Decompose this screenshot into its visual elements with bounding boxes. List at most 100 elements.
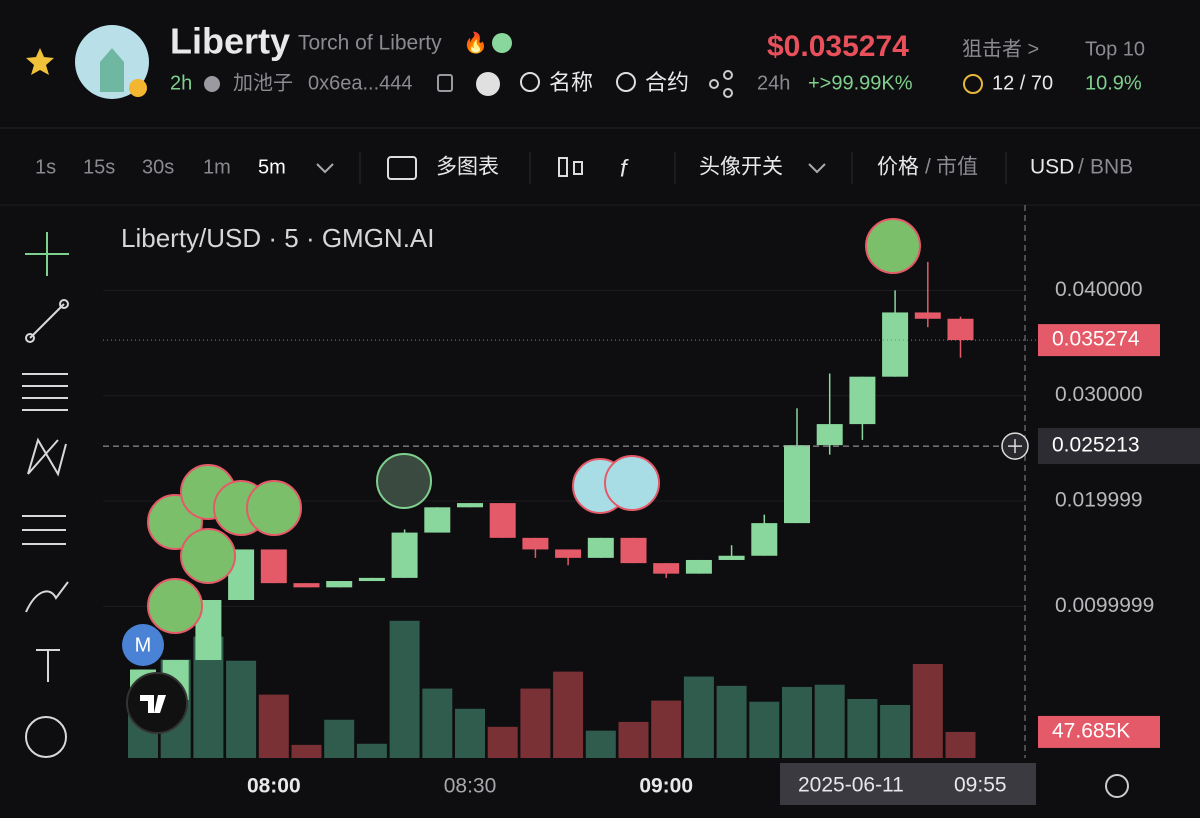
search-icon[interactable] <box>616 72 636 92</box>
search-name[interactable]: 名称 <box>549 70 593 95</box>
x-tick-label: 08:00 <box>247 775 301 798</box>
market-cap-toggle[interactable]: 市值 <box>936 156 978 179</box>
token-full-name: Torch of Liberty <box>298 32 442 55</box>
candle-body <box>326 581 353 588</box>
settings-icon[interactable] <box>1105 774 1129 798</box>
indicator-icon[interactable]: f <box>620 155 629 182</box>
price: $0.035274 <box>767 30 909 63</box>
drawing-tools[interactable] <box>22 232 69 758</box>
volume-bar <box>422 688 453 758</box>
chain-badge <box>129 79 147 97</box>
crosshair-time: 09:55 <box>954 774 1007 797</box>
volume-bar <box>716 685 747 758</box>
separator-text: / <box>1078 156 1084 179</box>
trade-avatar <box>865 218 921 274</box>
candle-body <box>424 507 451 533</box>
plus <box>1008 439 1022 454</box>
bnb-toggle[interactable]: BNB <box>1090 156 1133 179</box>
fire-icon: 🔥 <box>463 30 488 54</box>
candle-body <box>653 563 680 574</box>
volume-bar <box>782 686 812 758</box>
y-tick-label: 0.019999 <box>1055 489 1143 512</box>
interval[interactable]: 1m <box>203 156 231 178</box>
top10-label: Top 10 <box>1085 38 1145 60</box>
volume-bar <box>945 731 976 758</box>
interval[interactable]: 15s <box>83 156 115 178</box>
volume-bar <box>749 701 780 758</box>
trade-avatar <box>604 455 660 511</box>
volume-bar <box>651 700 682 758</box>
search-contract[interactable]: 合约 <box>645 70 689 95</box>
search-icon[interactable] <box>520 72 540 92</box>
snipers-label[interactable]: 狙击者 > <box>962 37 1039 60</box>
crosshair-price: 0.025213 <box>1052 434 1140 457</box>
usd-toggle[interactable]: USD <box>1030 156 1074 179</box>
candle-body <box>260 549 287 584</box>
candle-body <box>947 318 974 341</box>
hand-icon <box>492 33 512 53</box>
chart-title: Liberty/USD · 5 · GMGN.AI <box>121 223 435 253</box>
candle-body <box>620 537 647 564</box>
multi-chart-icon[interactable] <box>387 156 417 180</box>
price-toggle[interactable]: 价格 <box>877 156 919 179</box>
interval[interactable]: 30s <box>142 156 174 178</box>
candle-body <box>587 537 614 558</box>
volume-bar <box>585 730 616 758</box>
volume-bar <box>880 704 911 758</box>
x-tick-label: 08:30 <box>444 775 497 798</box>
volume-label-box <box>1038 715 1160 748</box>
candle-body <box>489 503 516 538</box>
age: 2h <box>170 72 192 94</box>
chevron[interactable] <box>316 163 334 174</box>
last-price-label: 0.035274 <box>1052 328 1140 351</box>
crosshair-price-box <box>1038 428 1200 465</box>
volume-bar <box>324 719 355 758</box>
copy-icon[interactable] <box>437 74 453 92</box>
x-tick-label: 09:00 <box>639 775 693 798</box>
trade-avatar <box>180 528 236 584</box>
candle-body <box>555 549 582 558</box>
interval[interactable]: 1s <box>35 156 56 178</box>
top10: 10.9% <box>1085 72 1142 94</box>
candle-body <box>849 376 876 425</box>
period: 24h <box>757 72 790 94</box>
favorite-star[interactable] <box>26 48 54 75</box>
trade-avatar <box>376 453 432 509</box>
separator-text: / <box>925 156 931 179</box>
candle-body <box>457 503 483 508</box>
candle-body <box>718 555 745 560</box>
volume-bar <box>389 620 420 758</box>
volume-bar <box>291 744 322 758</box>
volume-bar <box>226 660 257 758</box>
y-tick-label: 0.0099999 <box>1055 594 1154 617</box>
candle-body <box>816 424 843 446</box>
chevron[interactable] <box>808 163 826 174</box>
marker-label: M <box>135 634 152 656</box>
pool[interactable]: 加池子 <box>233 71 293 94</box>
interval[interactable]: 5m <box>258 156 286 178</box>
volume-bar <box>847 698 878 758</box>
crosshair-date: 2025-06-11 <box>798 774 904 797</box>
tv-logo-mark <box>140 695 166 713</box>
volume-bar <box>487 726 518 758</box>
candle-type-icon[interactable] <box>558 157 583 177</box>
pool-icon <box>204 76 220 92</box>
multi-chart[interactable]: 多图表 <box>436 156 499 179</box>
candle-body <box>882 312 909 377</box>
token-name: Liberty <box>170 21 290 62</box>
interval-group: 1s 15s 30s 1m 5m <box>35 156 286 178</box>
avatar-toggle[interactable]: 头像开关 <box>699 156 783 179</box>
share-icon[interactable] <box>709 70 733 98</box>
trade-avatar <box>246 480 302 536</box>
candle-body <box>522 537 549 550</box>
chart-icon[interactable] <box>476 72 500 96</box>
volume-label: 47.685K <box>1052 719 1130 742</box>
volume-bar <box>455 708 485 758</box>
change: +>99.99K% <box>808 72 913 94</box>
sniper-icon <box>963 74 983 94</box>
candle-body <box>391 532 418 578</box>
candle-body <box>784 445 810 524</box>
marker-badge <box>122 624 164 666</box>
candle-body <box>751 523 778 556</box>
snipers: 12 / 70 <box>992 72 1053 94</box>
